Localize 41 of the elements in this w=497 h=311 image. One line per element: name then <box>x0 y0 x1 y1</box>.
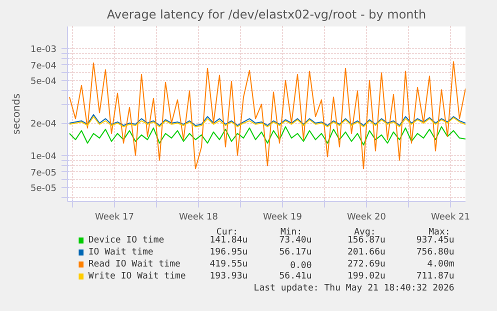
text: 756.80u <box>416 248 454 258</box>
y-tick-label: 2e-04 <box>30 120 57 130</box>
text: 56.41u <box>279 272 312 282</box>
legend-label: Write IO Wait time <box>88 272 186 282</box>
text: 156.87u <box>347 236 386 246</box>
text: Last update: Thu May 21 18:40:32 2026 <box>254 284 454 294</box>
y-tick-label: 5e-04 <box>30 77 57 88</box>
y-axis-title: seconds <box>12 94 23 134</box>
text: 4.00m <box>427 260 454 270</box>
text: 196.95u <box>210 248 248 258</box>
line-series <box>69 126 466 146</box>
x-tick-label: Week 17 <box>95 212 134 222</box>
text: Cur: <box>216 228 238 238</box>
text: 937.45u <box>416 236 454 246</box>
legend-label: Read IO Wait time <box>88 260 180 270</box>
text: 272.69u <box>347 260 386 270</box>
y-tick-label: 1e-03 <box>30 44 57 55</box>
legend-label: IO Wait time <box>88 248 154 258</box>
text: Avg: <box>354 228 376 238</box>
text: 141.84u <box>210 236 248 246</box>
x-tick-label: Week 19 <box>263 212 302 222</box>
text: 56.17u <box>279 248 312 258</box>
text: 201.66u <box>347 248 386 258</box>
legend-label: Device IO time <box>88 236 164 246</box>
y-tick-label: 7e-05 <box>30 168 57 178</box>
y-tick-label: 7e-04 <box>30 61 57 72</box>
text: 193.93u <box>210 272 248 282</box>
text: 73.40u <box>279 236 312 246</box>
text: 711.87u <box>416 272 454 282</box>
text: 419.55u <box>210 260 248 270</box>
y-tick-label: 5e-05 <box>30 184 57 194</box>
line-series <box>69 61 466 170</box>
y-tick-label: 1e-04 <box>30 152 57 162</box>
text: 199.02u <box>347 272 386 282</box>
text: 0.00 <box>290 261 312 271</box>
x-tick-label: Week 18 <box>179 212 218 222</box>
x-tick-label: Week 20 <box>347 212 386 222</box>
chart-title: Average latency for /dev/elastx02-vg/root - by month <box>106 8 426 22</box>
x-tick-label: Week 21 <box>431 212 470 222</box>
text: Max: <box>428 228 450 238</box>
text: Min: <box>280 228 302 238</box>
